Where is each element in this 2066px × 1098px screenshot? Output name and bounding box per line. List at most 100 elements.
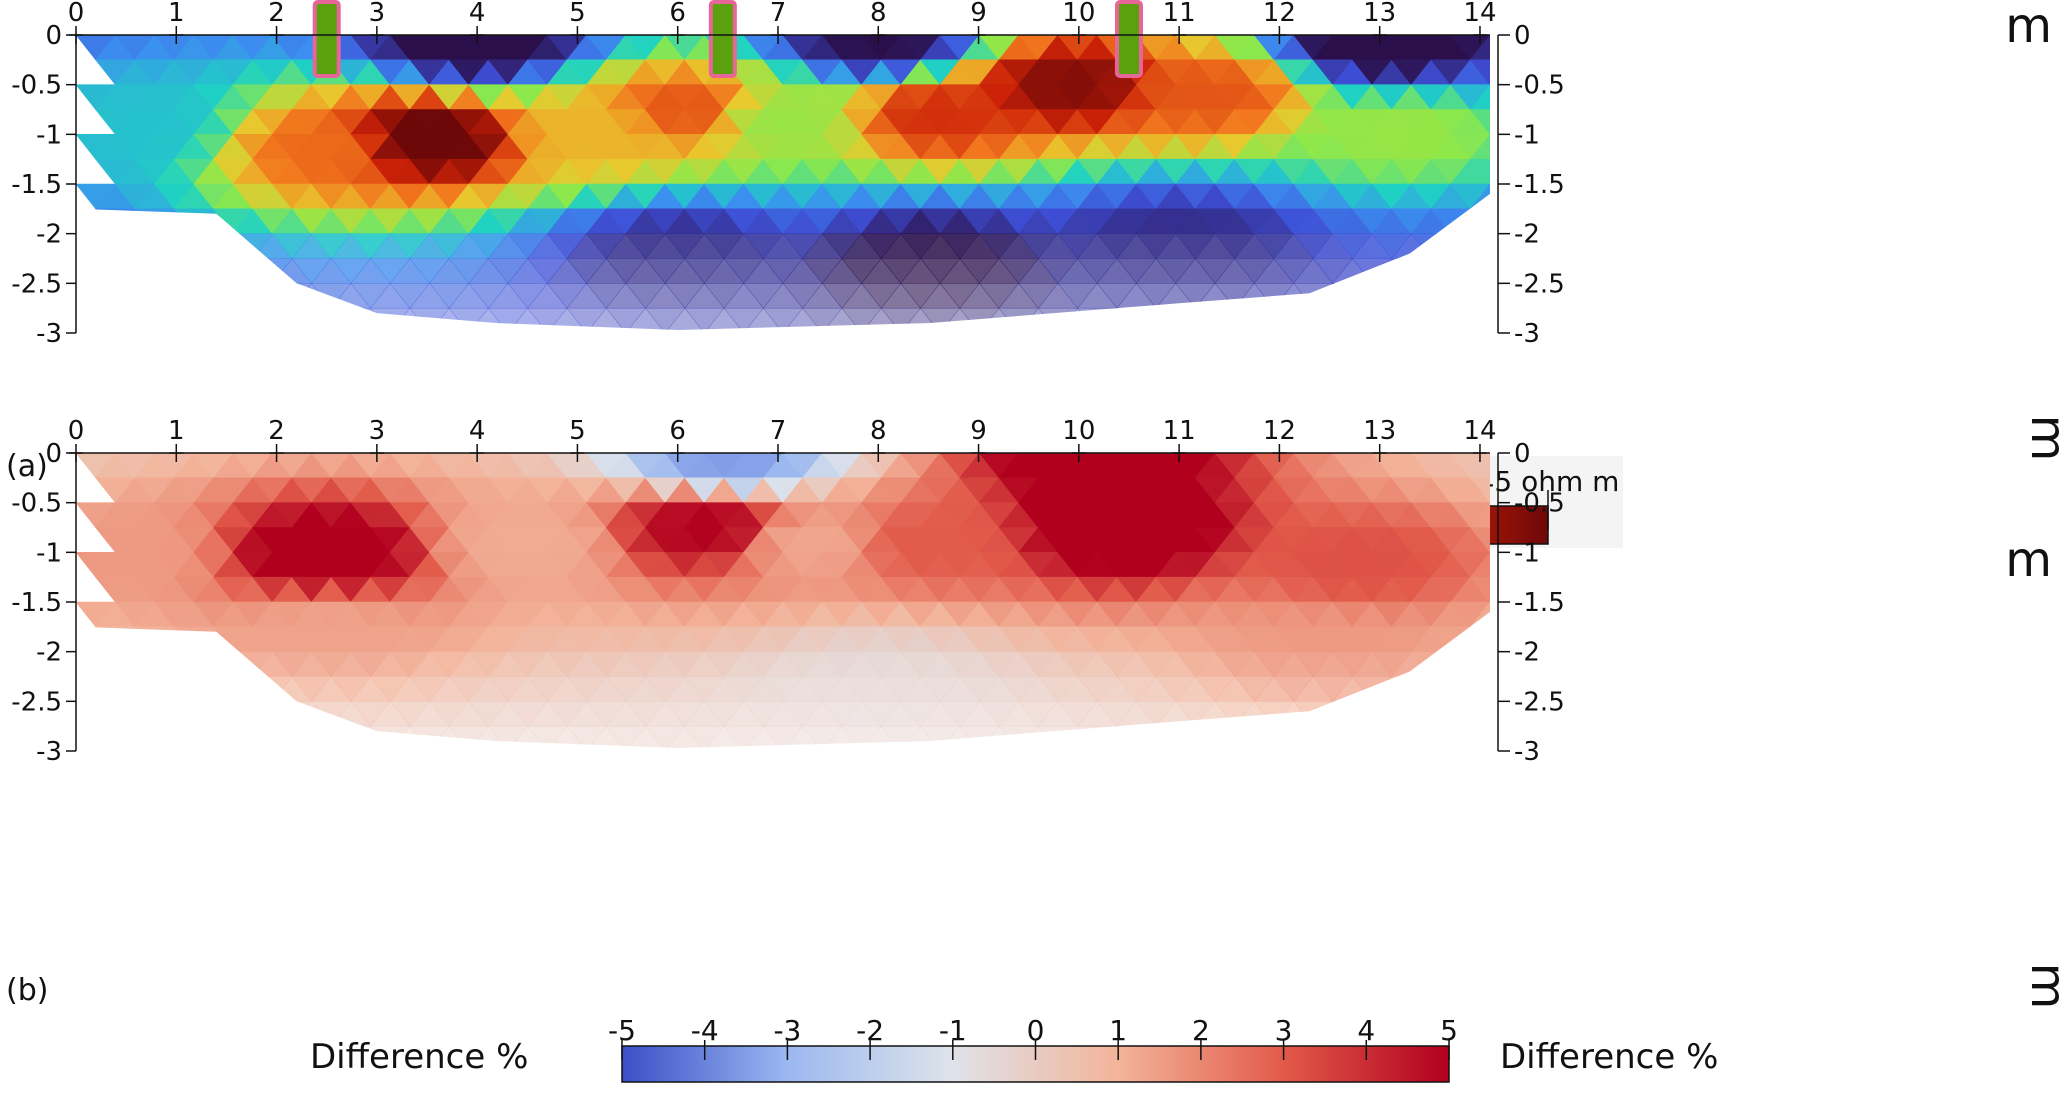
mesh-cell bbox=[114, 233, 156, 259]
mesh-cell bbox=[311, 307, 352, 330]
y-tick-label-left: -1.5 bbox=[11, 170, 62, 200]
x-tick-label: 10 bbox=[1062, 0, 1095, 28]
x-tick-label: 13 bbox=[1363, 416, 1396, 446]
y-tick-label-right: -1.5 bbox=[1514, 170, 1565, 200]
mesh-cell bbox=[114, 700, 156, 727]
colorbar-tick-label: -3 bbox=[773, 1014, 801, 1047]
mesh-cell bbox=[527, 307, 568, 330]
mesh-cell bbox=[625, 307, 666, 330]
mesh-cell bbox=[605, 307, 647, 330]
difference-section bbox=[76, 453, 1490, 748]
mesh-cell bbox=[114, 307, 156, 330]
mesh-cell bbox=[743, 725, 784, 748]
mesh-cell bbox=[1391, 282, 1432, 309]
colorbar-tick-label: 1 bbox=[1109, 1014, 1127, 1047]
mesh-cell bbox=[1430, 700, 1472, 727]
mesh-cell bbox=[684, 725, 725, 748]
mesh-cell bbox=[252, 307, 293, 330]
mesh-cell bbox=[1292, 307, 1334, 330]
y-tick-label-right: -0.5 bbox=[1514, 71, 1565, 101]
y-tick-label-left: -2 bbox=[36, 220, 62, 250]
x-tick-label: 4 bbox=[469, 0, 486, 28]
colorbar-difference: -5 -4 -3 -2 -1 0 1 2 3 4 5 Difference % Difference… bbox=[310, 1014, 1718, 1083]
mesh-cell bbox=[94, 626, 136, 653]
mesh-cell bbox=[330, 307, 372, 330]
mesh-cell bbox=[232, 282, 274, 309]
y-tick-label-left: -1.5 bbox=[11, 588, 62, 618]
mesh-cell bbox=[1469, 208, 1490, 235]
mesh-cell bbox=[153, 651, 195, 677]
mesh-cell bbox=[880, 725, 922, 748]
mesh-cell bbox=[1096, 725, 1138, 748]
mesh-cell bbox=[1351, 700, 1393, 727]
mesh-cell bbox=[880, 307, 922, 330]
mesh-cell bbox=[173, 282, 215, 309]
mesh-cell bbox=[1410, 725, 1452, 748]
y-tick-label-right: -2.5 bbox=[1514, 687, 1565, 717]
mesh-cell bbox=[173, 233, 215, 259]
mesh-cell bbox=[1469, 576, 1490, 603]
mesh-cell bbox=[801, 725, 843, 748]
mesh-cell bbox=[94, 258, 136, 284]
mesh-cell bbox=[1430, 307, 1472, 330]
mesh-cell bbox=[232, 676, 274, 702]
mesh-cell bbox=[1469, 307, 1490, 330]
mesh-cell bbox=[1253, 307, 1295, 330]
panel-b-y-unit: m bbox=[2020, 963, 2066, 1010]
mesh-cell bbox=[134, 700, 175, 727]
mesh-cell bbox=[193, 651, 234, 677]
mesh-cell bbox=[212, 258, 254, 284]
colorbar-label-left: Difference % bbox=[310, 1037, 528, 1077]
mesh-cell bbox=[1292, 725, 1334, 748]
mesh-cell bbox=[1096, 307, 1138, 330]
electrode-markers bbox=[312, 0, 1143, 78]
mesh-cell bbox=[1450, 233, 1490, 259]
mesh-cell bbox=[1430, 651, 1472, 677]
mesh-cell bbox=[998, 307, 1039, 330]
mesh-cell bbox=[114, 725, 156, 748]
x-tick-label: 2 bbox=[268, 0, 285, 28]
y-tick-label-right: 0 bbox=[1514, 21, 1531, 51]
mesh-cell bbox=[76, 700, 116, 727]
mesh-cell bbox=[193, 725, 234, 748]
mesh-cell bbox=[153, 307, 195, 330]
y-tick-label-right: -2.5 bbox=[1514, 269, 1565, 299]
mesh-cell bbox=[1332, 700, 1373, 727]
mesh-cell bbox=[644, 307, 686, 330]
mesh-cell bbox=[1469, 700, 1490, 727]
mesh-cell bbox=[1135, 307, 1177, 330]
mesh-cell bbox=[1469, 282, 1490, 309]
colorbar-tick-label: 2 bbox=[1192, 1014, 1210, 1047]
mesh-cell bbox=[193, 282, 234, 309]
mesh-cell bbox=[1469, 676, 1490, 702]
mesh-cell bbox=[173, 676, 215, 702]
panel-a-label: (a) bbox=[6, 449, 48, 484]
mesh-cell bbox=[76, 282, 116, 309]
panel-a-y-unit: m bbox=[2020, 415, 2066, 462]
mesh-cell bbox=[841, 307, 882, 330]
mesh-cell bbox=[76, 233, 116, 259]
mesh-cell bbox=[1469, 109, 1490, 135]
colorbar-tick-label: -5 bbox=[608, 1014, 636, 1047]
colorbar-ticks: -5 -4 -3 -2 -1 0 1 2 3 4 5 bbox=[608, 1014, 1458, 1060]
y-tick-label-right: -3 bbox=[1514, 737, 1540, 767]
mesh-cell bbox=[1469, 258, 1490, 284]
x-tick-label: 3 bbox=[369, 0, 386, 28]
mesh-cell bbox=[173, 626, 215, 653]
mesh-cell bbox=[1410, 676, 1452, 702]
mesh-cell bbox=[1116, 307, 1157, 330]
mesh-cell bbox=[153, 282, 195, 309]
mesh-cell bbox=[1312, 307, 1354, 330]
mesh-cell bbox=[193, 676, 234, 702]
mesh-cell bbox=[212, 700, 254, 727]
mesh-cell bbox=[1469, 527, 1490, 553]
x-tick-label: 6 bbox=[669, 0, 686, 28]
mesh-cell bbox=[664, 725, 706, 748]
mesh-cell bbox=[959, 307, 1000, 330]
mesh-cell bbox=[1469, 84, 1490, 110]
mesh-cell bbox=[134, 282, 175, 309]
y-tick-label-right: -1.5 bbox=[1514, 588, 1565, 618]
mesh-cell bbox=[212, 725, 254, 748]
x-tick-label: 13 bbox=[1363, 0, 1396, 28]
x-tick-label: 12 bbox=[1263, 416, 1296, 446]
